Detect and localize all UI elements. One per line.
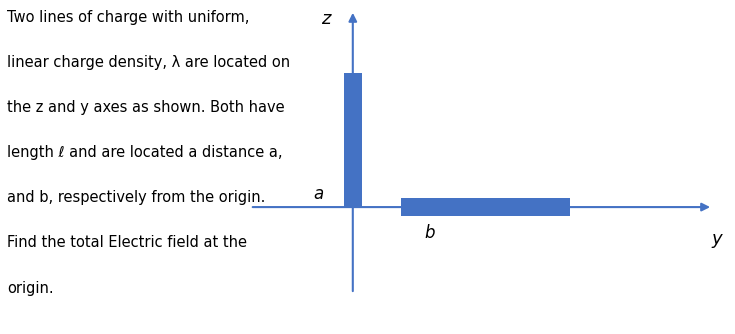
Text: Find the total Electric field at the: Find the total Electric field at the — [7, 235, 248, 250]
Text: linear charge density, λ are located on: linear charge density, λ are located on — [7, 55, 290, 70]
Text: and b, respectively from the origin.: and b, respectively from the origin. — [7, 190, 266, 205]
Text: a: a — [313, 185, 323, 203]
Text: b: b — [425, 224, 435, 242]
Text: the z and y axes as shown. Both have: the z and y axes as shown. Both have — [7, 100, 285, 115]
Text: Two lines of charge with uniform,: Two lines of charge with uniform, — [7, 10, 250, 25]
Text: z: z — [321, 10, 331, 28]
Text: origin.: origin. — [7, 281, 54, 296]
Text: length ℓ and are located a distance a,: length ℓ and are located a distance a, — [7, 145, 283, 160]
Bar — [401, 198, 570, 216]
Text: y: y — [711, 230, 722, 248]
Bar — [344, 73, 362, 207]
